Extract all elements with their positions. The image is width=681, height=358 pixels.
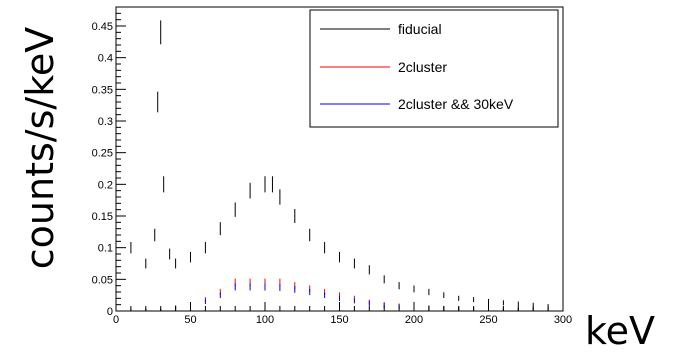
- y-tick-label: 0.2: [98, 179, 113, 191]
- y-tick-label: 0: [107, 306, 113, 318]
- x-tick-label: 50: [184, 314, 196, 326]
- y-tick-label: 0.4: [98, 53, 113, 65]
- axes: 0 50 100 150 200 250 300 0 0.05 0.1 0.15 0.2 0.25 0.3…: [92, 12, 572, 326]
- y-tick-label: 0.45: [92, 21, 113, 33]
- legend-label: fiducial: [398, 21, 442, 37]
- y-tick-label: 0.1: [98, 243, 113, 255]
- y-tick-label: 0.35: [92, 84, 113, 96]
- legend-label: 2cluster && 30keV: [398, 96, 514, 112]
- x-tick-label: 100: [256, 314, 274, 326]
- y-axis-label-text: counts/s/keV: [18, 26, 62, 270]
- y-tick-label: 0.15: [92, 211, 113, 223]
- y-axis-label: counts/s/keV: [0, 0, 80, 300]
- y-tick-label: 0.25: [92, 148, 113, 160]
- y-tick-label: 0.05: [92, 274, 113, 286]
- x-axis-label: keV: [585, 309, 656, 353]
- y-tick-label: 0.3: [98, 116, 113, 128]
- x-tick-label: 200: [405, 314, 423, 326]
- x-tick-label: 250: [479, 314, 497, 326]
- legend-label: 2cluster: [398, 59, 447, 75]
- x-tick-label: 150: [330, 314, 348, 326]
- legend: fiducial 2cluster 2cluster && 30keV: [309, 9, 559, 128]
- x-tick-label: 0: [113, 314, 119, 326]
- x-tick-label: 300: [554, 314, 572, 326]
